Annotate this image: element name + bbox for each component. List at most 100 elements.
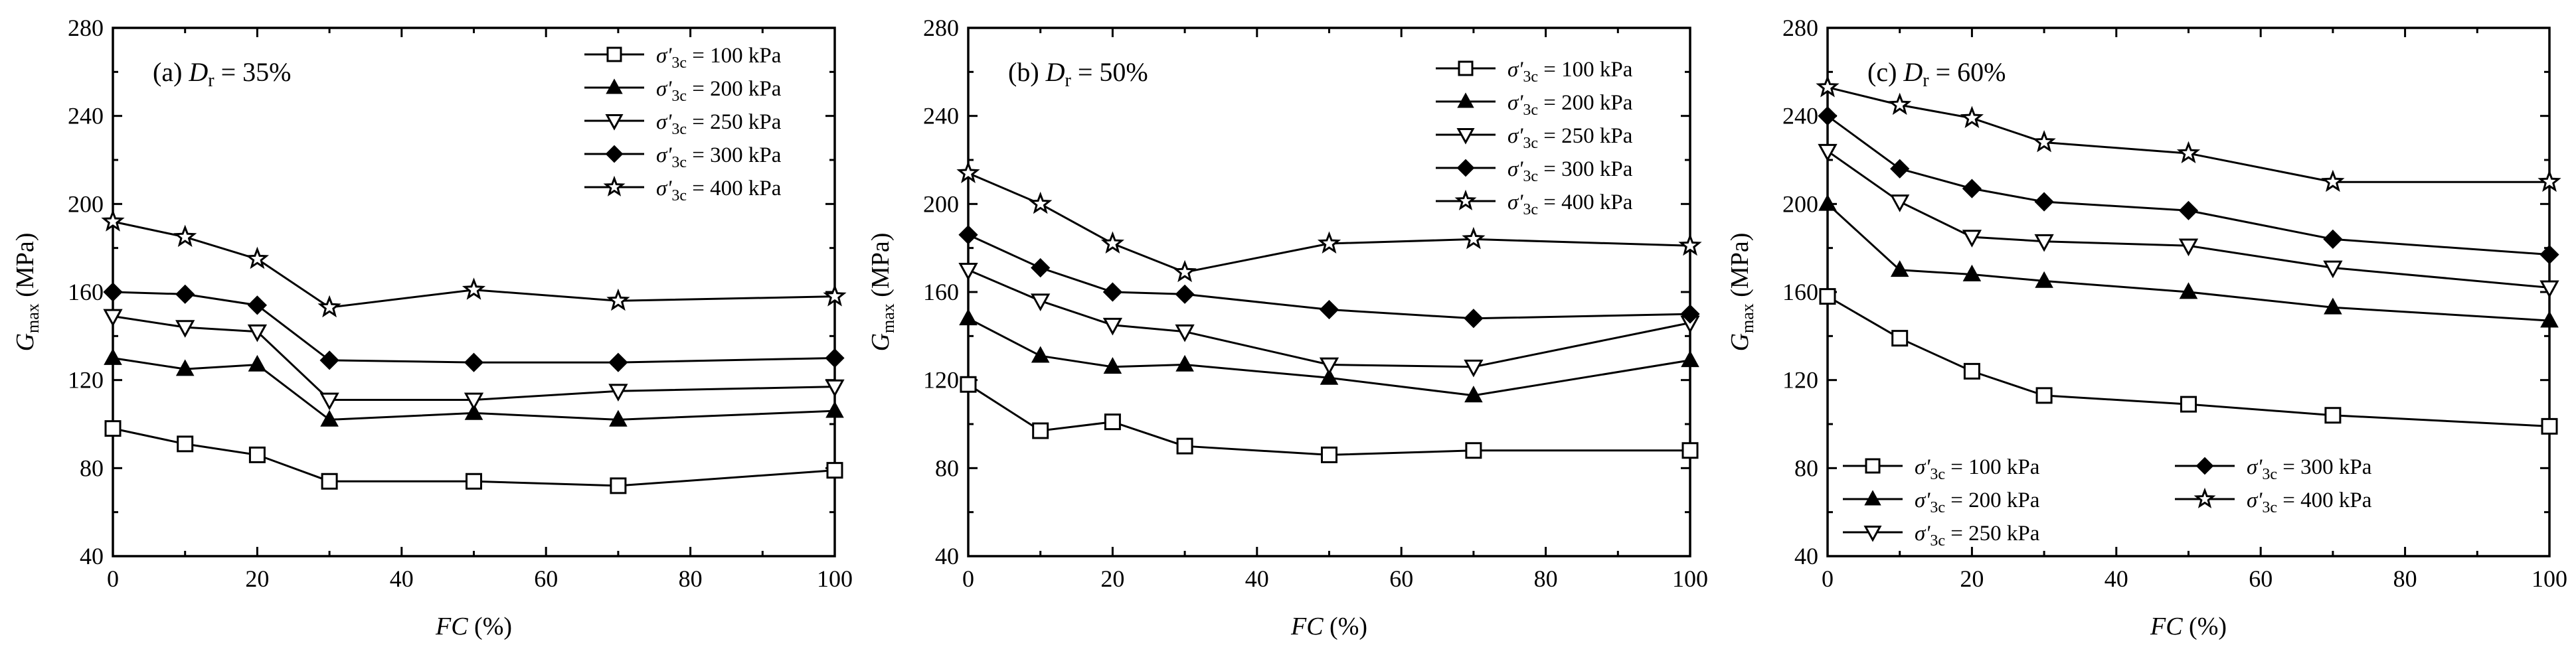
data-point-diamond-solid xyxy=(1962,179,1982,198)
x-tick-label: 100 xyxy=(1672,565,1708,592)
series-1 xyxy=(1819,288,2558,435)
series-4 xyxy=(958,225,1700,329)
legend-marker-triangle-down-open xyxy=(605,114,624,131)
relative-density-subscript: r xyxy=(208,70,215,91)
y-tick-label: 40 xyxy=(935,543,959,569)
data-point-square-open xyxy=(321,473,338,490)
data-point-diamond-solid xyxy=(247,295,268,315)
legend-label: σ'3c = 200 kPa xyxy=(1507,91,1633,119)
x-axis-title-unit: (%) xyxy=(1324,613,1367,640)
legend-sigma: σ' xyxy=(656,143,672,167)
legend-item: σ'3c = 250 kPa xyxy=(1843,522,2040,550)
data-point-triangle-down-open xyxy=(1818,143,1838,162)
data-point-diamond-solid xyxy=(2178,200,2199,220)
data-point-triangle-up-solid xyxy=(175,359,195,376)
panel-label: (b) Dr = 50% xyxy=(1008,57,1148,91)
chart-panel-2: 0 20 40 60 80 100 40 80 120 160 200 240 280 FC (%) Gma… xyxy=(867,15,1708,640)
data-point-triangle-down-open xyxy=(1102,317,1123,336)
series-line xyxy=(968,172,1691,273)
legend-sigma-subscript: 3c xyxy=(1523,135,1538,152)
y-axis-title: Gmax (MPa) xyxy=(867,233,898,352)
y-tick-label: 200 xyxy=(923,190,959,217)
data-point-triangle-up-solid xyxy=(248,354,267,372)
x-tick-label: 80 xyxy=(679,565,703,592)
data-point-star-open xyxy=(606,288,630,311)
x-axis-title-symbol: FC xyxy=(2150,613,2183,640)
data-point-triangle-up-solid xyxy=(1175,354,1194,372)
panel-letter: (a) xyxy=(153,57,189,87)
x-tick-label: 40 xyxy=(390,565,414,592)
relative-density-subscript: r xyxy=(1923,70,1929,91)
relative-density-symbol: D xyxy=(188,57,208,87)
series-line xyxy=(1827,86,2549,183)
legend-marker-star-open xyxy=(603,175,626,196)
legend-item: σ'3c = 300 kPa xyxy=(2175,455,2372,483)
y-axis-title-symbol: G xyxy=(1726,333,1754,351)
legend-marker-triangle-up-solid xyxy=(1457,92,1474,108)
y-tick-label: 80 xyxy=(80,455,104,481)
series-4 xyxy=(1818,106,2559,265)
data-point-diamond-solid xyxy=(2034,192,2054,212)
data-point-square-open xyxy=(104,420,122,437)
data-point-star-open xyxy=(2321,169,2345,192)
legend-marker-triangle-down-open xyxy=(1863,526,1882,542)
data-point-triangle-down-open xyxy=(103,309,123,327)
data-point-square-open xyxy=(1681,442,1699,459)
y-tick-label: 160 xyxy=(68,279,104,305)
x-tick-label: 60 xyxy=(1389,565,1413,592)
legend-value: = 200 kPa xyxy=(687,77,782,101)
series-5 xyxy=(1816,75,2561,192)
data-point-triangle-up-solid xyxy=(959,309,978,326)
data-point-diamond-solid xyxy=(1464,309,1484,329)
data-point-diamond-solid xyxy=(2539,245,2559,265)
legend-value: = 400 kPa xyxy=(1538,190,1633,214)
legend-item: σ'3c = 200 kPa xyxy=(584,77,782,105)
data-point-triangle-down-open xyxy=(175,320,195,338)
y-axis-title-unit: (MPa) xyxy=(11,233,39,304)
x-axis-title-symbol: FC xyxy=(1290,613,1324,640)
legend-label: σ'3c = 200 kPa xyxy=(1915,488,2040,516)
data-point-square-open xyxy=(1819,288,1836,305)
data-point-square-open xyxy=(2541,417,2558,435)
data-point-diamond-solid xyxy=(103,282,123,302)
legend-value: = 250 kPa xyxy=(1538,124,1633,148)
y-axis-title-symbol: G xyxy=(867,333,895,351)
legend-label: σ'3c = 250 kPa xyxy=(656,110,782,138)
panel-letter: (b) xyxy=(1008,57,1046,87)
data-point-triangle-down-open xyxy=(2539,280,2559,299)
data-point-star-open xyxy=(1173,259,1197,283)
data-point-triangle-up-solid xyxy=(1681,350,1699,368)
legend-sigma-subscript: 3c xyxy=(1523,102,1538,119)
legend-label: σ'3c = 400 kPa xyxy=(656,177,782,204)
data-point-triangle-up-solid xyxy=(1320,368,1339,385)
legend-sigma-subscript: 3c xyxy=(671,154,687,171)
data-point-diamond-solid xyxy=(1818,106,1838,126)
data-point-triangle-down-open xyxy=(2323,260,2343,279)
legend-sigma-subscript: 3c xyxy=(671,121,687,138)
data-point-star-open xyxy=(1888,92,1912,115)
data-point-star-open xyxy=(101,209,125,232)
x-tick-label: 60 xyxy=(2249,565,2273,592)
y-axis-title-unit: (MPa) xyxy=(1726,233,1754,304)
legend-sigma: σ' xyxy=(656,110,672,134)
legend-label: σ'3c = 200 kPa xyxy=(656,77,782,105)
legend-item: σ'3c = 300 kPa xyxy=(1436,157,1633,185)
legend-item: σ'3c = 400 kPa xyxy=(2175,487,2372,516)
relative-density-value: = 60% xyxy=(1929,57,2006,87)
data-point-star-open xyxy=(1960,106,1984,129)
data-point-diamond-solid xyxy=(1031,258,1051,278)
legend-sigma: σ' xyxy=(1915,522,1931,546)
x-axis-title: FC (%) xyxy=(435,613,512,640)
data-point-triangle-down-open xyxy=(1464,359,1484,378)
legend-label: σ'3c = 100 kPa xyxy=(1915,455,2040,483)
legend-item: σ'3c = 300 kPa xyxy=(584,143,782,171)
series-2 xyxy=(959,309,1699,403)
x-axis-title: FC (%) xyxy=(1290,613,1367,640)
series-2 xyxy=(1818,194,2559,328)
legend-sigma: σ' xyxy=(656,77,672,101)
series-line xyxy=(1826,203,2550,322)
legend-sigma-subscript: 3c xyxy=(671,187,687,204)
data-point-square-open xyxy=(1032,422,1049,439)
y-tick-label: 200 xyxy=(68,190,104,217)
